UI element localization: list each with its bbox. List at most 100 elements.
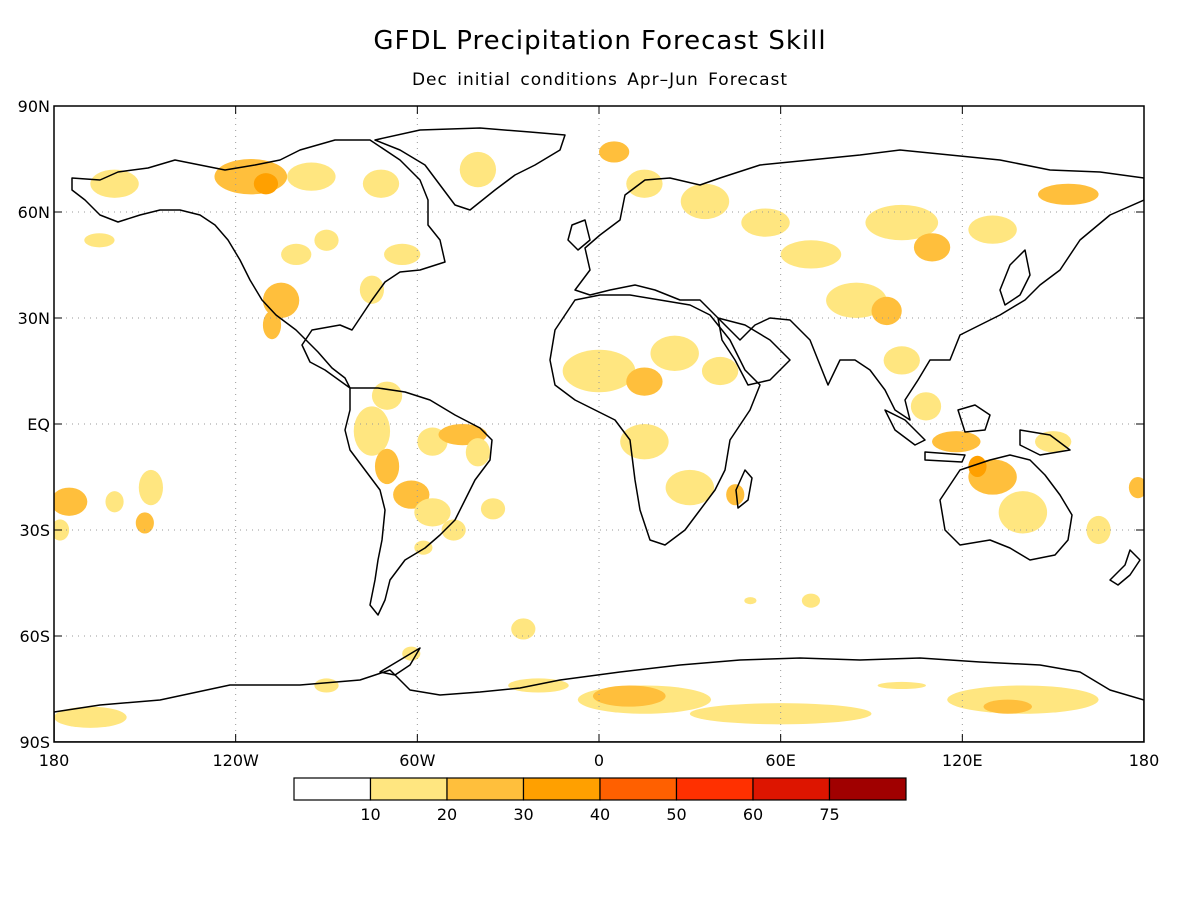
skill-patch <box>1128 477 1144 499</box>
colorbar-label: 60 <box>743 805 763 824</box>
colorbar-swatch <box>828 777 907 801</box>
coast-greenland <box>374 127 566 211</box>
skill-patch <box>968 215 1017 244</box>
skill-patch <box>359 275 385 304</box>
skill-patch <box>650 335 699 372</box>
colorbar-label: 30 <box>513 805 533 824</box>
skill-patch <box>726 484 745 506</box>
lat-tick-label: 90N <box>18 97 50 116</box>
skill-patch <box>262 282 300 319</box>
skill-patch <box>362 169 400 198</box>
coast-africa <box>549 294 761 546</box>
coast-arabia <box>717 317 791 386</box>
colorbar-swatch <box>446 777 525 801</box>
gridlines <box>54 106 1144 742</box>
colorbar-swatch <box>293 777 372 801</box>
lat-tick-label: 60N <box>18 203 50 222</box>
colorbar-swatch <box>752 777 831 801</box>
colorbar-label: 20 <box>437 805 457 824</box>
skill-patch <box>135 512 154 534</box>
coastlines <box>54 127 1144 742</box>
lon-tick-label: 180 <box>1129 751 1160 770</box>
colorbar-label: 40 <box>590 805 610 824</box>
coast-madagascar <box>735 469 753 509</box>
skill-patch <box>780 240 842 269</box>
lon-tick-label: 120W <box>212 751 259 770</box>
colorbar-swatch <box>675 777 754 801</box>
map-title: GFDL Precipitation Forecast Skill <box>373 26 827 56</box>
skill-patch <box>253 173 279 195</box>
coast-sumatra <box>884 409 926 446</box>
skill-patch <box>626 169 663 198</box>
colorbar-label: 50 <box>666 805 686 824</box>
skill-patch <box>480 498 506 520</box>
skill-patch <box>626 367 663 396</box>
skill-patch <box>371 381 403 410</box>
skill-patch <box>680 183 730 220</box>
skill-patch <box>84 233 115 248</box>
coast-australia <box>939 454 1073 561</box>
skill-patch <box>871 296 902 326</box>
skill-patch <box>511 618 536 640</box>
skill-patch <box>877 681 926 689</box>
skill-patch <box>932 431 981 453</box>
coast-north-america <box>71 139 446 389</box>
skill-patch <box>105 491 124 513</box>
coast-antarctic-peninsula <box>379 647 421 676</box>
skill-patch <box>1038 183 1099 205</box>
skill-patch <box>744 597 757 605</box>
skill-patch <box>384 243 421 265</box>
lat-tick-label: 30N <box>18 309 50 328</box>
skill-patch <box>374 448 400 485</box>
skill-patch <box>287 162 336 191</box>
skill-patch <box>983 699 1032 714</box>
skill-patch <box>562 349 636 393</box>
coast-borneo <box>957 404 991 433</box>
skill-patch <box>592 685 666 707</box>
skill-patch <box>665 469 715 506</box>
skill-patch <box>998 491 1048 534</box>
skill-patch <box>262 310 282 340</box>
coast-new-guinea <box>1019 429 1071 456</box>
skill-patch <box>701 356 739 386</box>
skill-patch <box>281 243 312 265</box>
skill-patch <box>620 424 669 460</box>
colorbar-label: 10 <box>360 805 380 824</box>
skill-patch <box>865 204 939 241</box>
lon-tick-label: 120E <box>942 751 983 770</box>
skill-patch <box>90 169 139 198</box>
lat-tick-label: 60S <box>19 627 50 646</box>
skill-patch <box>393 480 430 509</box>
lat-tick-label: 30S <box>19 521 50 540</box>
colorbar: 10 20 30 40 50 60 75 <box>293 777 907 824</box>
skill-patch <box>353 406 391 456</box>
skill-patch <box>54 487 88 516</box>
colorbar-label: 75 <box>819 805 839 824</box>
skill-patch <box>459 151 497 188</box>
skill-patch <box>801 593 821 608</box>
skill-patch <box>689 703 872 725</box>
colorbar-swatch <box>522 777 601 801</box>
lat-tick-label: 90S <box>19 733 50 752</box>
coast-java <box>924 451 966 463</box>
skill-field <box>54 141 1144 728</box>
skill-patch <box>968 455 987 477</box>
skill-patch <box>741 208 790 237</box>
coast-uk <box>567 219 591 251</box>
coast-south-america <box>344 387 493 616</box>
skill-patch <box>314 229 339 251</box>
skill-patch <box>465 438 490 467</box>
skill-patch <box>910 392 942 421</box>
coast-antarctica <box>54 657 1144 742</box>
lat-tick-label: EQ <box>27 415 50 434</box>
lon-tick-label: 60W <box>399 751 435 770</box>
skill-patch <box>441 519 466 541</box>
skill-patch <box>138 469 163 506</box>
skill-patch <box>314 678 339 693</box>
skill-patch <box>414 498 451 527</box>
coast-eurasia <box>574 149 1144 421</box>
skill-patch <box>826 282 887 319</box>
lon-tick-label: 0 <box>594 751 604 770</box>
